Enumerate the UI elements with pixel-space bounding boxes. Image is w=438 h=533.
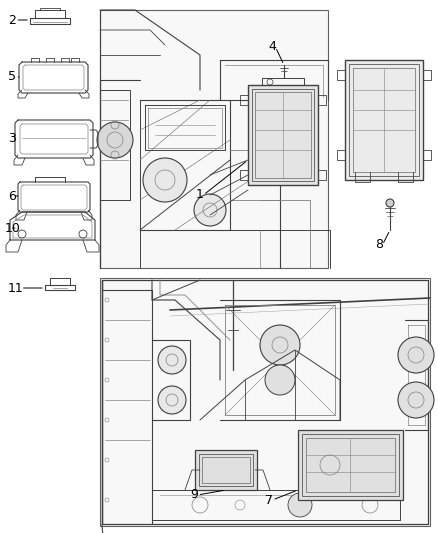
Text: 8: 8 — [375, 238, 383, 252]
Bar — [100, 10, 328, 268]
Circle shape — [143, 158, 187, 202]
Text: 1: 1 — [196, 189, 204, 201]
Circle shape — [386, 199, 394, 207]
Bar — [349, 64, 419, 176]
Circle shape — [194, 194, 226, 226]
Bar — [199, 454, 253, 486]
Circle shape — [158, 346, 186, 374]
Text: 3: 3 — [8, 132, 16, 144]
Text: 9: 9 — [190, 489, 198, 502]
Text: 5: 5 — [8, 70, 16, 84]
Circle shape — [158, 386, 186, 414]
Text: 7: 7 — [265, 494, 273, 506]
Bar — [195, 450, 257, 490]
Circle shape — [398, 337, 434, 373]
Text: 4: 4 — [268, 41, 276, 53]
Text: 10: 10 — [5, 222, 21, 235]
Circle shape — [288, 493, 312, 517]
Text: 6: 6 — [8, 190, 16, 203]
Bar — [306, 438, 395, 492]
Circle shape — [265, 365, 295, 395]
Bar — [248, 85, 318, 185]
Circle shape — [398, 382, 434, 418]
Bar — [255, 92, 311, 178]
Bar — [202, 457, 250, 483]
Bar — [353, 68, 415, 172]
Circle shape — [260, 325, 300, 365]
Circle shape — [97, 122, 133, 158]
Bar — [345, 60, 423, 180]
Bar — [298, 430, 403, 500]
Text: 2: 2 — [8, 13, 16, 27]
Bar — [302, 434, 399, 496]
Bar — [100, 278, 430, 526]
Text: 11: 11 — [8, 281, 24, 295]
Bar — [252, 89, 314, 181]
